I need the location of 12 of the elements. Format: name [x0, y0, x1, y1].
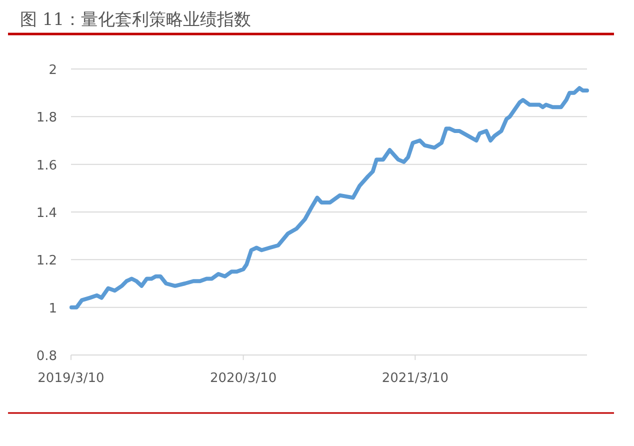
- y-tick-label: 1.6: [36, 158, 57, 174]
- chart-title: 图 11：量化套利策略业绩指数: [20, 10, 252, 30]
- y-tick-label: 1.4: [36, 206, 57, 221]
- y-tick-label: 1: [48, 301, 57, 316]
- y-tick-label: 1.8: [36, 110, 57, 126]
- y-tick-label: 0.8: [36, 349, 57, 364]
- x-tick-label: 2019/3/10: [38, 371, 104, 386]
- line-series: [69, 86, 589, 310]
- x-tick-label: 2021/3/10: [382, 371, 448, 386]
- x-tick-label: 2020/3/10: [210, 371, 277, 386]
- y-tick-label: 2: [48, 63, 57, 78]
- y-tick-label: 1.2: [36, 254, 57, 269]
